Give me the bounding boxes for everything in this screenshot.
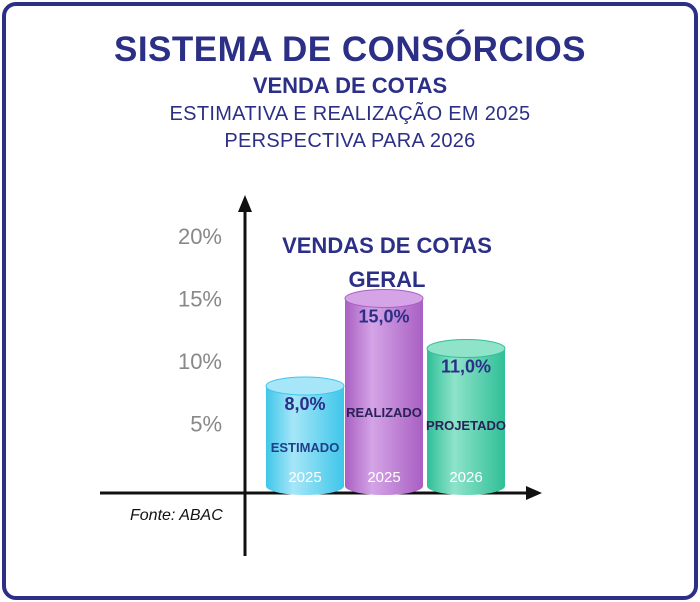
y-tick-label: 20% (178, 224, 222, 249)
bar-cylinder-body (266, 386, 344, 495)
bar-year-label: 2026 (449, 469, 482, 486)
bar-cylinder-top (344, 289, 424, 308)
y-tick-label: 10% (178, 349, 222, 374)
y-axis-arrow (238, 195, 252, 212)
bar-year-label: 2025 (288, 469, 321, 486)
chart-title-line-1: VENDAS DE COTAS (282, 233, 492, 258)
source-note: Fonte: ABAC (130, 507, 223, 524)
page-title: SISTEMA DE CONSÓRCIOS (113, 30, 587, 69)
bar-name-label: PROJETADO (426, 418, 506, 433)
bar-year-label: 2025 (367, 469, 400, 486)
bar-cylinder-top (426, 339, 506, 358)
bar-name-label: REALIZADO (346, 405, 422, 420)
y-tick-label: 15% (178, 287, 222, 312)
description-line-2: PERSPECTIVA PARA 2026 (224, 130, 476, 152)
page-subtitle: VENDA DE COTAS (252, 73, 448, 98)
bar-value-label: 15,0% (358, 307, 409, 327)
bar-value-label: 8,0% (284, 394, 325, 414)
bar-cylinder-body (345, 298, 423, 495)
description-line-1: ESTIMATIVA E REALIZAÇÃO EM 2025 (169, 103, 531, 125)
bar-cylinder-body (427, 348, 505, 495)
bar-cylinder-top (265, 376, 345, 396)
x-axis-arrow (526, 486, 542, 500)
bar-name-label: ESTIMADO (271, 440, 340, 455)
y-tick-label: 5% (190, 412, 222, 437)
bar-value-label: 11,0% (441, 357, 491, 377)
chart-title-line-2: GERAL (349, 267, 426, 292)
